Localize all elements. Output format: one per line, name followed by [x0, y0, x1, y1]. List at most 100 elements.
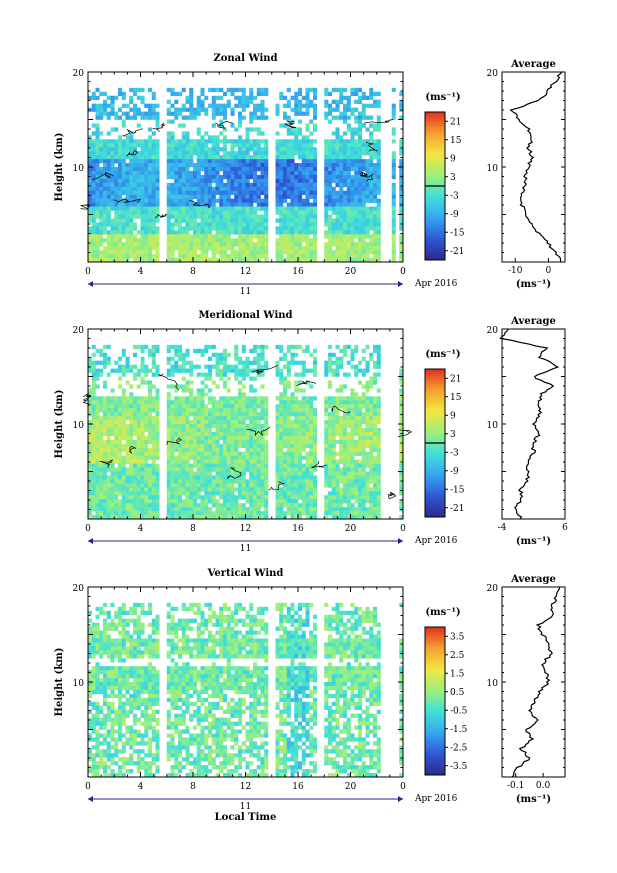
wind-cell	[346, 230, 351, 235]
wind-cell	[181, 139, 186, 144]
wind-cell	[238, 380, 243, 385]
wind-cell	[170, 356, 175, 361]
wind-cell	[305, 420, 310, 425]
wind-cell	[294, 416, 299, 421]
wind-cell	[185, 420, 190, 425]
wind-cell	[219, 210, 224, 215]
wind-cell	[391, 174, 396, 180]
wind-cell	[343, 202, 348, 207]
wind-cell	[286, 487, 291, 492]
wind-cell	[241, 491, 246, 496]
wind-cell	[241, 463, 246, 468]
wind-cell	[264, 167, 269, 172]
wind-cell	[335, 242, 340, 247]
wind-cell	[181, 483, 186, 488]
wind-cell	[178, 238, 183, 243]
wind-cell	[223, 479, 228, 484]
wind-cell	[170, 91, 175, 97]
wind-cell	[301, 198, 306, 203]
wind-cell	[129, 384, 134, 389]
wind-cell	[358, 159, 363, 164]
wind-cell	[204, 447, 209, 453]
wind-cell	[230, 182, 235, 188]
wind-cell	[260, 147, 265, 152]
wind-cell	[286, 459, 291, 464]
wind-cell	[118, 91, 123, 97]
wind-cell	[114, 483, 119, 488]
wind-cell	[256, 356, 261, 361]
wind-cell	[324, 167, 329, 172]
wind-cell	[181, 147, 186, 152]
wind-cell	[219, 95, 224, 101]
wind-cell	[230, 495, 235, 500]
wind-cell	[245, 167, 250, 172]
wind-cell	[106, 218, 111, 223]
wind-cell	[339, 163, 344, 168]
wind-cell	[309, 463, 314, 468]
wind-cell	[95, 451, 100, 456]
colorbar-segment	[425, 190, 445, 194]
wind-cell	[324, 364, 329, 369]
wind-cell	[264, 254, 269, 259]
wind-cell	[181, 123, 186, 128]
wind-cell	[223, 360, 228, 365]
wind-cell	[226, 499, 231, 504]
wind-cell	[294, 427, 299, 433]
wind-cell	[125, 139, 130, 144]
wind-cell	[241, 139, 246, 144]
wind-cell	[99, 131, 104, 136]
wind-cell	[264, 483, 269, 488]
wind-cell	[245, 99, 250, 104]
wind-cell	[99, 218, 104, 223]
wind-cell	[204, 503, 209, 508]
wind-cell	[234, 87, 239, 93]
wind-cell	[125, 194, 130, 199]
wind-cell	[369, 95, 374, 101]
wind-cell	[369, 206, 374, 211]
wind-cell	[253, 222, 258, 227]
wind-cell	[365, 127, 370, 132]
wind-cell	[294, 222, 299, 227]
wind-cell	[241, 404, 246, 409]
wind-cell	[301, 455, 306, 460]
wind-cell	[99, 234, 104, 239]
wind-cell	[286, 242, 291, 247]
wind-cell	[339, 167, 344, 172]
wind-cell	[181, 447, 186, 453]
wind-cell	[166, 435, 171, 441]
wind-cell	[234, 143, 239, 148]
wind-cell	[196, 163, 201, 168]
wind-cell	[331, 218, 336, 223]
wind-cell	[234, 178, 239, 184]
colorbar-segment	[425, 173, 445, 177]
wind-cell	[358, 250, 363, 255]
wind-cell	[256, 115, 261, 120]
wind-cell	[200, 226, 205, 231]
wind-cell	[290, 246, 295, 251]
wind-cell	[275, 416, 280, 421]
wind-cell	[245, 147, 250, 152]
wind-cell	[91, 420, 96, 425]
wind-cell	[99, 111, 104, 116]
wind-cell	[170, 495, 175, 500]
wind-cell	[305, 463, 310, 468]
wind-cell	[170, 151, 175, 156]
wind-cell	[95, 103, 100, 108]
wind-cell	[106, 463, 111, 468]
wind-cell	[309, 147, 314, 152]
wind-cell	[88, 439, 93, 445]
wind-cell	[211, 115, 216, 120]
wind-cell	[144, 408, 149, 413]
wind-cell	[133, 103, 138, 108]
wind-cell	[204, 139, 209, 144]
wind-cell	[133, 424, 138, 429]
wind-cell	[275, 396, 280, 401]
wind-cell	[309, 420, 314, 425]
wind-cell	[166, 242, 171, 247]
wind-cell	[309, 368, 314, 373]
wind-cell	[298, 250, 303, 255]
wind-cell	[136, 384, 141, 389]
wind-cell	[226, 416, 231, 421]
wind-cell	[155, 198, 160, 203]
wind-cell	[290, 226, 295, 231]
